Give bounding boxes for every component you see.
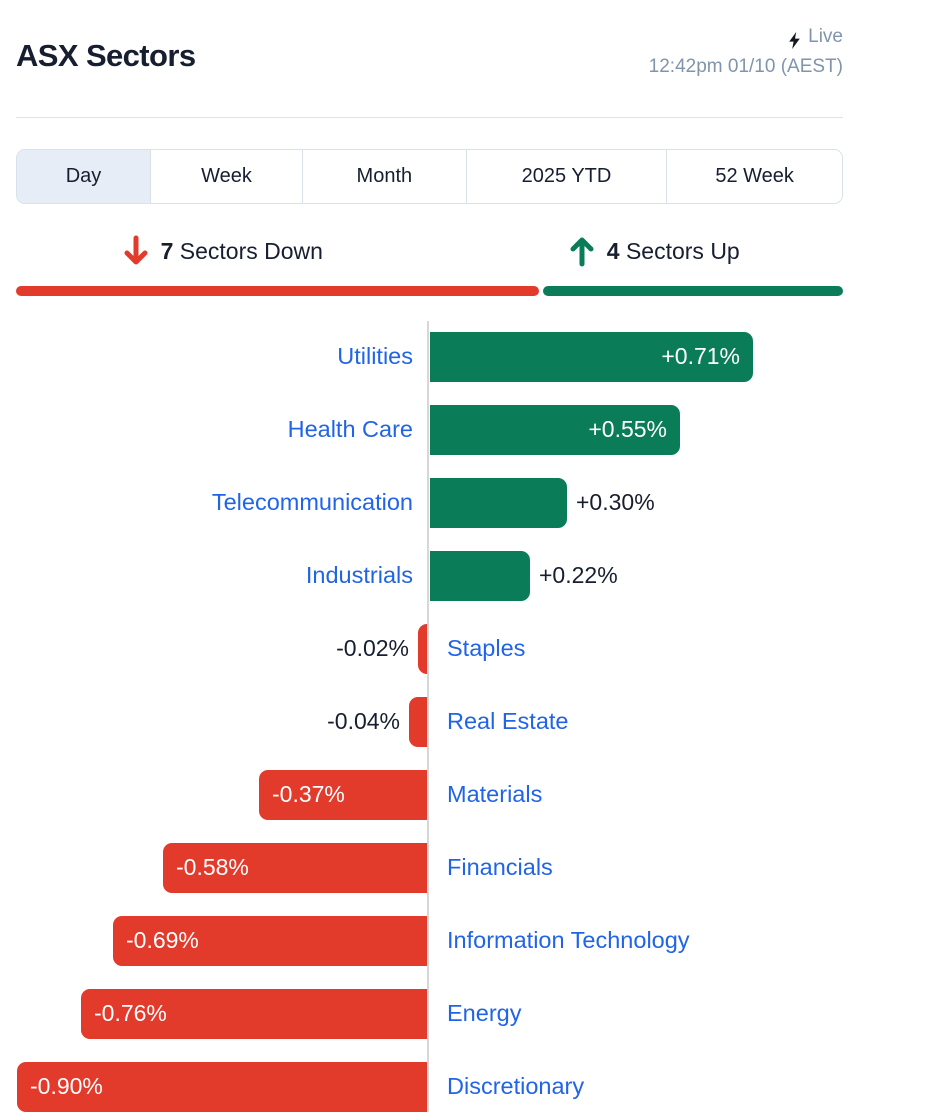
tab-week[interactable]: Week <box>151 150 303 203</box>
tab-2025-ytd[interactable]: 2025 YTD <box>466 150 668 203</box>
chart-row: -0.90% Discretionary <box>0 1050 926 1112</box>
chart-row: +0.55% Health Care <box>0 393 926 466</box>
page-title: ASX Sectors <box>16 38 196 73</box>
header: ASX Sectors Live 12:42pm 01/10 (AEST) <box>16 0 843 118</box>
sectors-up: 4 Sectors Up <box>448 231 862 271</box>
tab-day[interactable]: Day <box>17 150 152 203</box>
lightning-icon <box>788 29 801 49</box>
period-tabs: Day Week Month 2025 YTD 52 Week <box>16 149 843 204</box>
sector-label[interactable]: Financials <box>447 854 553 880</box>
chart-row: +0.30% Telecommunication <box>0 466 926 539</box>
sector-value: +0.71% <box>661 343 740 369</box>
sector-chart: +0.71% Utilities +0.55% Health Care +0.30% Te… <box>0 320 926 1112</box>
sectors-up-count: 4 <box>606 237 620 264</box>
sector-value: -0.69% <box>126 927 199 953</box>
arrow-down-icon <box>124 235 148 265</box>
sector-value: -0.37% <box>272 781 345 807</box>
chart-row: -0.58% Financials <box>0 831 926 904</box>
timestamp: 12:42pm 01/10 (AEST) <box>648 56 843 77</box>
arrow-up-icon <box>570 237 594 267</box>
sector-label[interactable]: Materials <box>447 781 543 807</box>
live-indicator: Live 12:42pm 01/10 (AEST) <box>649 22 843 82</box>
sector-bar[interactable] <box>430 550 530 601</box>
sector-label[interactable]: Utilities <box>337 343 413 369</box>
sector-label[interactable]: Information Technology <box>447 927 690 953</box>
sectors-down-count: 7 <box>160 237 174 264</box>
chart-row: -0.37% Materials <box>0 758 926 831</box>
chart-row: -0.04% Real Estate <box>0 685 926 758</box>
breadth-bar-up-segment <box>543 286 843 296</box>
live-label: Live <box>808 26 843 47</box>
chart-row: -0.02% Staples <box>0 612 926 685</box>
sector-label[interactable]: Real Estate <box>447 708 569 734</box>
sector-bar[interactable]: -0.76% <box>81 988 427 1039</box>
sectors-down-label: Sectors Down <box>179 237 323 264</box>
sector-label[interactable]: Staples <box>447 635 526 661</box>
sector-label[interactable]: Telecommunication <box>211 489 413 515</box>
chart-axis <box>427 321 429 1112</box>
sectors-down: 7 Sectors Down <box>16 231 430 271</box>
sector-bar[interactable] <box>430 477 567 528</box>
sector-value: -0.76% <box>94 1000 167 1026</box>
sector-value: +0.30% <box>576 489 655 515</box>
sector-bar[interactable]: -0.90% <box>17 1061 427 1112</box>
tab-month[interactable]: Month <box>302 150 467 203</box>
sector-value: +0.55% <box>588 416 667 442</box>
sectors-up-label: Sectors Up <box>625 237 740 264</box>
sector-value: -0.90% <box>30 1073 103 1099</box>
sector-bar[interactable]: -0.58% <box>163 842 427 893</box>
chart-row: -0.69% Information Technology <box>0 904 926 977</box>
sector-value: -0.02% <box>336 635 409 661</box>
sector-bar[interactable] <box>418 623 427 674</box>
sector-value: -0.58% <box>176 854 249 880</box>
sectors-summary: 7 Sectors Down 4 Sectors Up <box>16 231 843 271</box>
sector-bar[interactable]: +0.71% <box>430 331 753 382</box>
sector-bar[interactable] <box>409 696 427 747</box>
breadth-bar <box>16 286 843 296</box>
sector-label[interactable]: Energy <box>447 1000 522 1026</box>
sector-label[interactable]: Health Care <box>287 416 413 442</box>
chart-row: +0.22% Industrials <box>0 539 926 612</box>
sector-value: +0.22% <box>539 562 618 588</box>
sector-bar[interactable]: +0.55% <box>430 404 680 455</box>
chart-row: -0.76% Energy <box>0 977 926 1050</box>
sector-label[interactable]: Discretionary <box>447 1073 585 1099</box>
tab-52-week[interactable]: 52 Week <box>667 150 842 203</box>
breadth-bar-down-segment <box>16 286 539 296</box>
sector-label[interactable]: Industrials <box>305 562 413 588</box>
sector-value: -0.04% <box>327 708 400 734</box>
chart-row: +0.71% Utilities <box>0 320 926 393</box>
sector-bar[interactable]: -0.37% <box>259 769 427 820</box>
sector-bar[interactable]: -0.69% <box>113 915 427 966</box>
